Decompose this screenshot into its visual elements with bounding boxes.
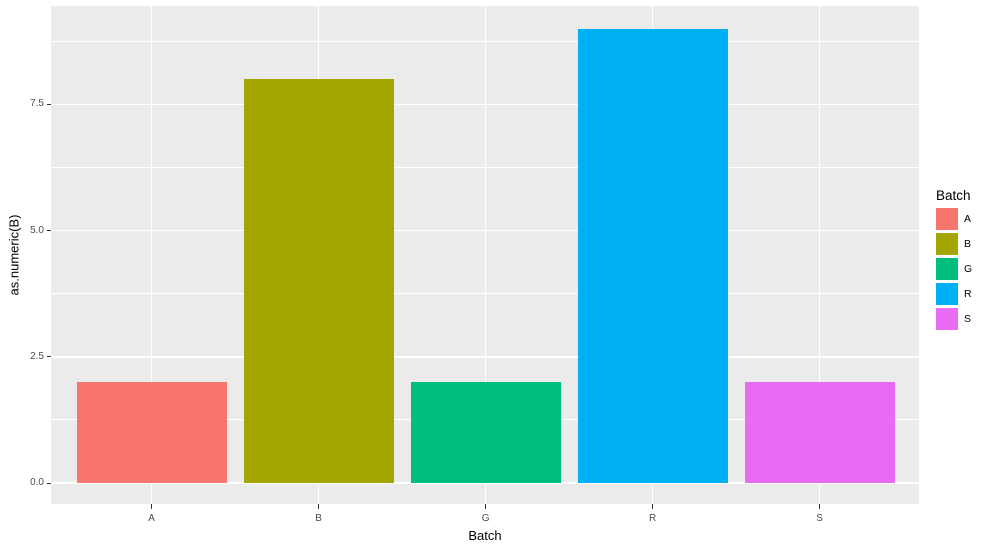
legend-label: G [964,263,973,275]
y-tick-label: 7.5 [30,98,44,110]
y-tick-label: 0.0 [30,477,44,488]
x-tick-mark [151,504,153,509]
y-tick-mark [46,356,51,358]
legend-key-R [936,283,958,305]
y-tick-label: 2.5 [30,350,44,362]
x-tick-mark [485,504,487,509]
y-tick-mark [46,103,51,105]
legend-entry: A [936,208,972,230]
legend-entry: R [936,283,972,305]
x-tick-label: G [481,512,490,524]
y-tick-mark [46,482,51,484]
x-tick-mark [652,504,654,509]
legend-key-S [936,308,958,330]
legend-label: A [964,213,972,225]
legend-key-A [936,208,958,230]
legend-entry: S [936,308,972,330]
bar-G [410,382,561,483]
x-tick-label: S [816,512,823,524]
legend-entries: A B G R S [936,208,972,330]
x-tick-mark [318,504,320,509]
y-tick-label: 5.0 [30,224,44,236]
bar-A [76,382,227,483]
bar-R [577,28,728,483]
x-axis-title: Batch [468,528,502,543]
y-axis-title: as.numeric(B) [6,214,22,296]
gridline-x-major [484,6,487,504]
legend: Batch A B G R S [936,188,972,333]
x-tick-label: B [315,512,322,524]
legend-label: S [964,313,972,325]
bar-B [243,79,394,483]
legend-label: B [964,238,972,250]
plot-panel [51,6,919,504]
x-tick-label: A [148,512,155,524]
legend-entry: G [936,258,972,280]
legend-entry: B [936,233,972,255]
legend-key-G [936,258,958,280]
legend-label: R [964,288,972,300]
x-tick-label: R [648,512,657,524]
x-tick-mark [819,504,821,509]
gridline-x-major [150,6,153,504]
bar-S [744,382,895,483]
legend-title: Batch [936,188,971,203]
y-tick-mark [46,230,51,231]
legend-key-B [936,233,958,255]
gridline-x-major [818,6,821,504]
